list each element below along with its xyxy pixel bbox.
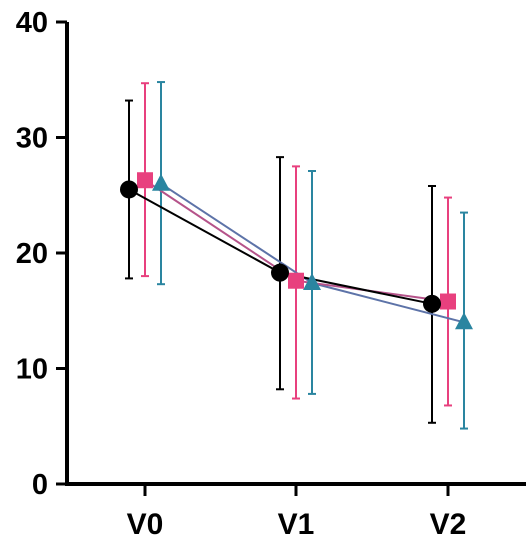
y-axis: 0 10 20 30 40 xyxy=(16,7,69,501)
y-tick-label: 10 xyxy=(16,354,48,386)
data-point-square xyxy=(288,272,304,289)
data-point-triangle xyxy=(455,312,473,330)
y-tick-label: 0 xyxy=(32,469,48,501)
data-point-square xyxy=(440,293,456,310)
x-tick-label: V0 xyxy=(127,508,164,541)
y-tick-label: 20 xyxy=(16,238,48,270)
data-point-circle xyxy=(120,180,138,199)
plot-area xyxy=(120,81,473,430)
x-tick-label: V1 xyxy=(278,508,315,541)
data-point-triangle xyxy=(303,273,321,291)
y-tick-label: 40 xyxy=(16,7,48,39)
data-point-square xyxy=(137,172,153,189)
x-tick-label: V2 xyxy=(430,508,467,541)
x-axis: V0 V1 V2 xyxy=(65,482,526,541)
data-point-circle xyxy=(271,263,289,282)
data-point-triangle xyxy=(152,173,170,191)
data-point-circle xyxy=(423,294,441,313)
y-tick-label: 30 xyxy=(16,123,48,155)
